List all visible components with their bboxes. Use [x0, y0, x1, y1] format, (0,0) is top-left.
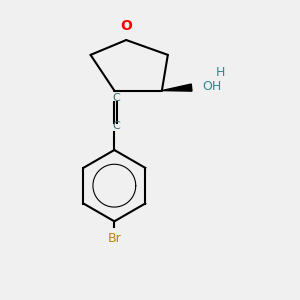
Text: C: C: [113, 93, 121, 103]
Text: H: H: [215, 66, 225, 79]
Text: Br: Br: [107, 232, 121, 245]
Text: OH: OH: [202, 80, 221, 93]
Text: C: C: [113, 121, 121, 131]
Text: O: O: [120, 19, 132, 33]
Polygon shape: [162, 84, 192, 91]
